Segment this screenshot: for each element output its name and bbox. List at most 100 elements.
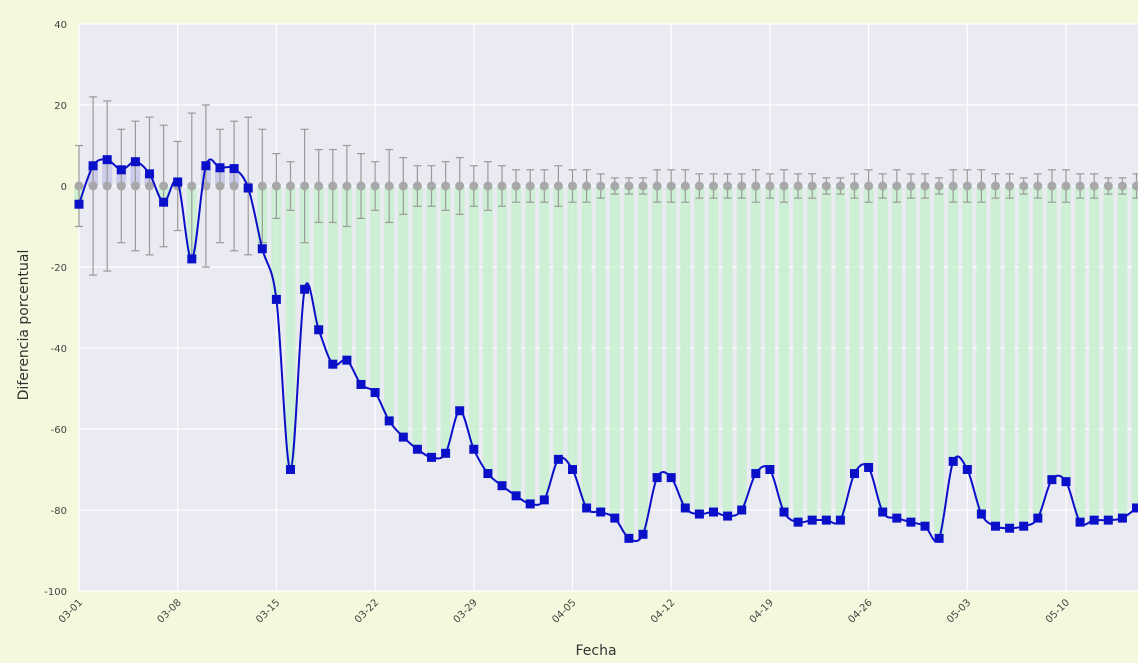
baseline-marker xyxy=(906,181,916,191)
baseline-marker xyxy=(427,181,436,191)
y-tick-label: -40 xyxy=(51,344,67,355)
baseline-marker xyxy=(568,181,577,191)
data-point xyxy=(821,515,831,525)
y-tick-label: 40 xyxy=(54,20,67,31)
data-point xyxy=(539,495,549,505)
fill-bar xyxy=(313,186,324,330)
y-tick-label: -60 xyxy=(51,425,67,436)
data-point xyxy=(271,294,281,304)
data-point xyxy=(469,444,479,454)
data-point xyxy=(342,355,352,365)
baseline-marker xyxy=(807,181,817,191)
fill-bar xyxy=(793,186,804,523)
baseline-marker xyxy=(638,181,648,191)
data-series xyxy=(74,155,1138,543)
data-point xyxy=(553,454,563,464)
data-point xyxy=(88,161,98,171)
baseline-marker xyxy=(497,181,507,191)
fill-bar xyxy=(1131,186,1138,508)
fill-bar xyxy=(1089,186,1100,521)
fill-bar xyxy=(821,186,832,521)
fill-bar xyxy=(694,186,705,515)
fill-bar xyxy=(990,186,1001,527)
y-tick-label: -20 xyxy=(51,263,67,274)
baseline-marker xyxy=(187,181,197,191)
fill-bar xyxy=(356,186,366,385)
baseline-marker xyxy=(666,181,676,191)
fill-bar xyxy=(1061,186,1071,482)
data-point xyxy=(229,164,239,174)
data-point xyxy=(948,456,958,466)
data-point xyxy=(582,503,592,513)
baseline-marker xyxy=(356,181,366,191)
baseline-marker xyxy=(412,181,422,191)
fill-bar xyxy=(779,186,789,513)
fill-bar xyxy=(905,186,916,523)
fill-bar xyxy=(1004,186,1015,529)
data-point xyxy=(666,473,676,483)
data-point xyxy=(638,529,648,539)
baseline-marker xyxy=(1033,181,1043,191)
baseline-marker xyxy=(751,181,761,191)
baseline-marker xyxy=(737,181,747,191)
baseline-marker xyxy=(102,181,112,191)
y-tick-label: 0 xyxy=(61,182,67,193)
data-point xyxy=(835,515,845,525)
fill-bar xyxy=(835,186,846,521)
fill-bar xyxy=(370,186,381,393)
plot-area xyxy=(79,24,1138,591)
fill-bar xyxy=(271,186,282,300)
fill-bar xyxy=(708,186,719,513)
data-point xyxy=(441,448,451,458)
data-point xyxy=(1075,517,1085,527)
baseline-marker xyxy=(596,181,606,191)
baseline-marker xyxy=(539,181,549,191)
data-point xyxy=(934,533,944,543)
fill-bar xyxy=(934,186,945,539)
data-point xyxy=(497,481,507,491)
baseline-marker xyxy=(525,181,535,191)
data-point xyxy=(991,521,1000,531)
baseline-marker xyxy=(892,181,902,191)
data-point xyxy=(412,444,422,454)
baseline-marker xyxy=(610,181,620,191)
data-point xyxy=(187,254,197,264)
fill-bar xyxy=(948,186,959,462)
fill-bar xyxy=(1032,186,1043,519)
data-point xyxy=(173,177,183,187)
data-point xyxy=(779,507,789,517)
data-point xyxy=(356,379,366,389)
fill-bar xyxy=(1103,186,1114,521)
baseline-marker xyxy=(342,181,352,191)
data-point xyxy=(1089,515,1099,525)
baseline-marker xyxy=(779,181,789,191)
baseline-marker xyxy=(1047,181,1057,191)
fill-bar xyxy=(736,186,747,510)
baseline-marker xyxy=(398,181,408,191)
baseline-marker xyxy=(159,181,169,191)
fill-bar xyxy=(1018,186,1029,527)
fill-bar xyxy=(384,186,395,421)
fill-bar xyxy=(920,186,930,527)
baseline-marker xyxy=(1089,181,1099,191)
fill-bar xyxy=(609,186,620,519)
data-point xyxy=(243,183,253,193)
data-point xyxy=(624,533,634,543)
data-point xyxy=(765,465,775,474)
fill-bar xyxy=(398,186,409,438)
baseline-marker xyxy=(215,181,225,191)
baseline-markers xyxy=(74,181,1138,191)
fill-bar xyxy=(623,186,634,539)
fill-bar xyxy=(285,186,296,470)
baseline-marker xyxy=(88,181,98,191)
baseline-marker xyxy=(948,181,958,191)
fill-bar xyxy=(595,186,606,513)
data-point xyxy=(427,452,436,462)
fill-bar xyxy=(863,186,874,468)
baseline-marker xyxy=(920,181,930,191)
data-point xyxy=(568,465,577,474)
baseline-marker xyxy=(991,181,1000,191)
baseline-marker xyxy=(976,181,986,191)
x-axis-label: Fecha xyxy=(575,643,616,659)
fill-bar xyxy=(327,186,338,365)
